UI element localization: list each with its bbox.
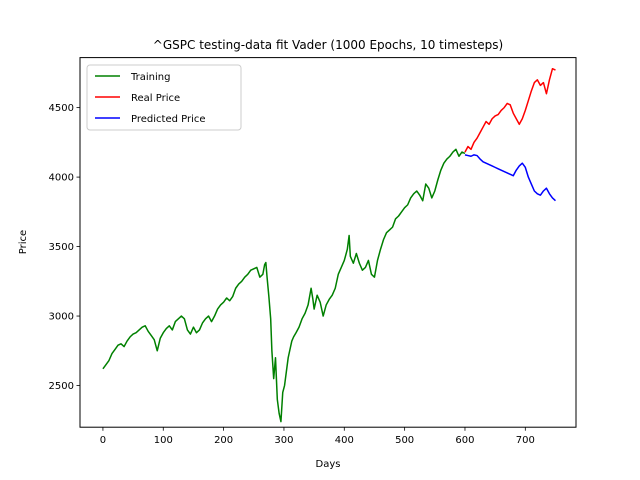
legend-box bbox=[86, 64, 242, 131]
y-axis: 2500 3000 3500 4000 4500 bbox=[49, 103, 80, 392]
y-tick-label: 4500 bbox=[49, 103, 74, 114]
x-tick-label: 600 bbox=[455, 435, 474, 446]
legend-label: Real Price bbox=[131, 93, 180, 104]
series-line-real-price bbox=[464, 67, 556, 153]
x-axis: 0 100 200 300 400 500 600 700 bbox=[100, 427, 535, 446]
x-tick-label: 300 bbox=[274, 435, 293, 446]
series-layer bbox=[102, 67, 556, 423]
legend: Training Real Price Predicted Price bbox=[86, 64, 242, 131]
series-line-training bbox=[102, 148, 466, 423]
y-tick-label: 3000 bbox=[49, 312, 74, 323]
series-line-predicted-price bbox=[464, 154, 556, 202]
x-tick-label: 100 bbox=[154, 435, 173, 446]
x-tick-label: 400 bbox=[335, 435, 354, 446]
x-tick-label: 0 bbox=[100, 435, 106, 446]
y-tick-label: 3500 bbox=[49, 242, 74, 253]
y-tick-label: 2500 bbox=[49, 381, 74, 392]
x-tick-label: 200 bbox=[214, 435, 233, 446]
x-axis-label: Days bbox=[316, 459, 341, 470]
plot-frame bbox=[79, 57, 577, 428]
x-tick-label: 500 bbox=[395, 435, 414, 446]
y-tick-label: 4000 bbox=[49, 173, 74, 184]
y-axis-label: Price bbox=[18, 230, 29, 254]
legend-label: Predicted Price bbox=[131, 114, 206, 125]
legend-label: Training bbox=[130, 72, 170, 83]
chart-title: ^GSPC testing-data fit Vader (1000 Epoch… bbox=[153, 38, 503, 52]
x-tick-label: 700 bbox=[516, 435, 535, 446]
